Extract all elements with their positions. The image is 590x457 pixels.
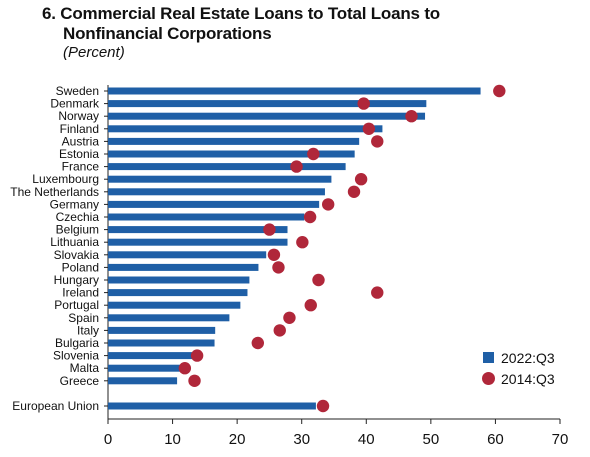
bar-slovakia (108, 251, 267, 259)
dot-czechia (303, 210, 317, 224)
legend: 2022:Q3 2014:Q3 (482, 350, 555, 387)
dot-belgium (263, 223, 276, 236)
x-tick-label-50: 50 (423, 431, 440, 448)
category-label-poland: Poland (62, 260, 99, 274)
x-tick-label-10: 10 (164, 431, 181, 448)
dot-ireland (371, 286, 384, 299)
chart-title-line-2: Nonfinancial Corporations (63, 24, 272, 43)
x-tick-label-60: 60 (487, 431, 504, 448)
dot-the-netherlands (347, 185, 361, 198)
bar-sweden (108, 87, 481, 95)
category-label-slovakia: Slovakia (54, 248, 100, 262)
bar-belgium (108, 226, 288, 234)
bar-germany (108, 200, 320, 208)
category-label-lithuania: Lithuania (50, 235, 99, 249)
dot-greece (188, 374, 201, 387)
bar-slovenia (108, 352, 196, 360)
bar-norway (108, 112, 426, 120)
category-label-spain: Spain (68, 311, 99, 325)
dot-sweden (493, 84, 506, 98)
bar-italy (108, 326, 216, 334)
x-tick-labels: 0 10 20 30 40 50 60 70 (104, 431, 569, 448)
dot-hungary (312, 273, 325, 287)
bars-2022q3 (108, 87, 481, 410)
bar-czechia (108, 213, 305, 221)
dots-2014q3 (178, 84, 506, 413)
dot-norway (405, 110, 418, 123)
bar-hungary (108, 276, 250, 284)
legend-label-2014q3: 2014:Q3 (501, 371, 555, 387)
x-tick-label-30: 30 (293, 431, 310, 448)
bar-luxembourg (108, 175, 332, 183)
dot-malta (178, 362, 192, 375)
dot-finland (362, 122, 376, 135)
dot-european-union (316, 399, 330, 413)
category-label-greece: Greece (60, 374, 100, 388)
bar-the-netherlands (108, 188, 325, 196)
category-label-hungary: Hungary (54, 273, 99, 287)
category-label-germany: Germany (50, 197, 99, 211)
dot-austria (371, 135, 384, 148)
category-label-bulgaria: Bulgaria (55, 336, 99, 350)
bar-poland (108, 263, 259, 271)
category-label-austria: Austria (62, 134, 100, 148)
bar-estonia (108, 150, 355, 158)
bar-france (108, 163, 346, 171)
category-label-malta: Malta (70, 361, 100, 375)
category-label-denmark: Denmark (50, 97, 100, 111)
dot-italy (273, 324, 286, 337)
category-label-luxembourg: Luxembourg (32, 172, 99, 186)
dot-poland (272, 261, 285, 274)
dot-portugal (304, 299, 317, 312)
bar-malta (108, 364, 189, 372)
bar-spain (108, 314, 230, 322)
category-label-european-union: European Union (12, 399, 99, 413)
category-label-the-netherlands: The Netherlands (10, 185, 99, 199)
chart-title-line-1: 6. Commercial Real Estate Loans to Total… (42, 4, 440, 23)
category-label-slovenia: Slovenia (53, 349, 99, 363)
bar-finland (108, 125, 383, 133)
x-tick-label-40: 40 (358, 431, 375, 448)
dot-slovenia (190, 349, 204, 362)
dot-luxembourg (354, 173, 368, 186)
bar-ireland (108, 289, 248, 297)
dot-bulgaria (251, 336, 265, 350)
dot-estonia (307, 147, 320, 161)
category-label-france: France (62, 160, 100, 174)
category-label-czechia: Czechia (56, 210, 100, 224)
category-labels: SwedenDenmarkNorwayFinlandAustriaEstonia… (10, 84, 100, 413)
dot-slovakia (267, 248, 281, 261)
legend-swatch-2014q3 (482, 372, 495, 385)
x-tick-label-70: 70 (552, 431, 569, 448)
category-label-ireland: Ireland (62, 286, 99, 300)
dot-germany (321, 198, 335, 211)
category-label-norway: Norway (58, 109, 99, 123)
bar-lithuania (108, 238, 288, 246)
bar-austria (108, 137, 360, 145)
dot-spain (283, 311, 296, 324)
dot-lithuania (296, 236, 309, 249)
legend-label-2022q3: 2022:Q3 (501, 350, 555, 366)
bar-portugal (108, 301, 241, 309)
bar-greece (108, 377, 178, 385)
category-label-estonia: Estonia (59, 147, 99, 161)
dot-denmark (357, 97, 370, 110)
category-label-finland: Finland (60, 122, 99, 136)
category-label-italy: Italy (77, 323, 99, 337)
bar-european-union (108, 402, 316, 410)
dot-france (290, 160, 303, 173)
chart-subtitle: (Percent) (63, 44, 125, 61)
chart-title: 6. Commercial Real Estate Loans to Total… (42, 4, 440, 44)
category-label-belgium: Belgium (56, 223, 99, 237)
bar-bulgaria (108, 339, 215, 347)
category-label-sweden: Sweden (56, 84, 99, 98)
legend-swatch-2022q3 (483, 352, 494, 363)
category-label-portugal: Portugal (54, 298, 99, 312)
x-tick-label-0: 0 (104, 431, 112, 448)
bar-denmark (108, 100, 427, 108)
x-tick-label-20: 20 (229, 431, 246, 448)
